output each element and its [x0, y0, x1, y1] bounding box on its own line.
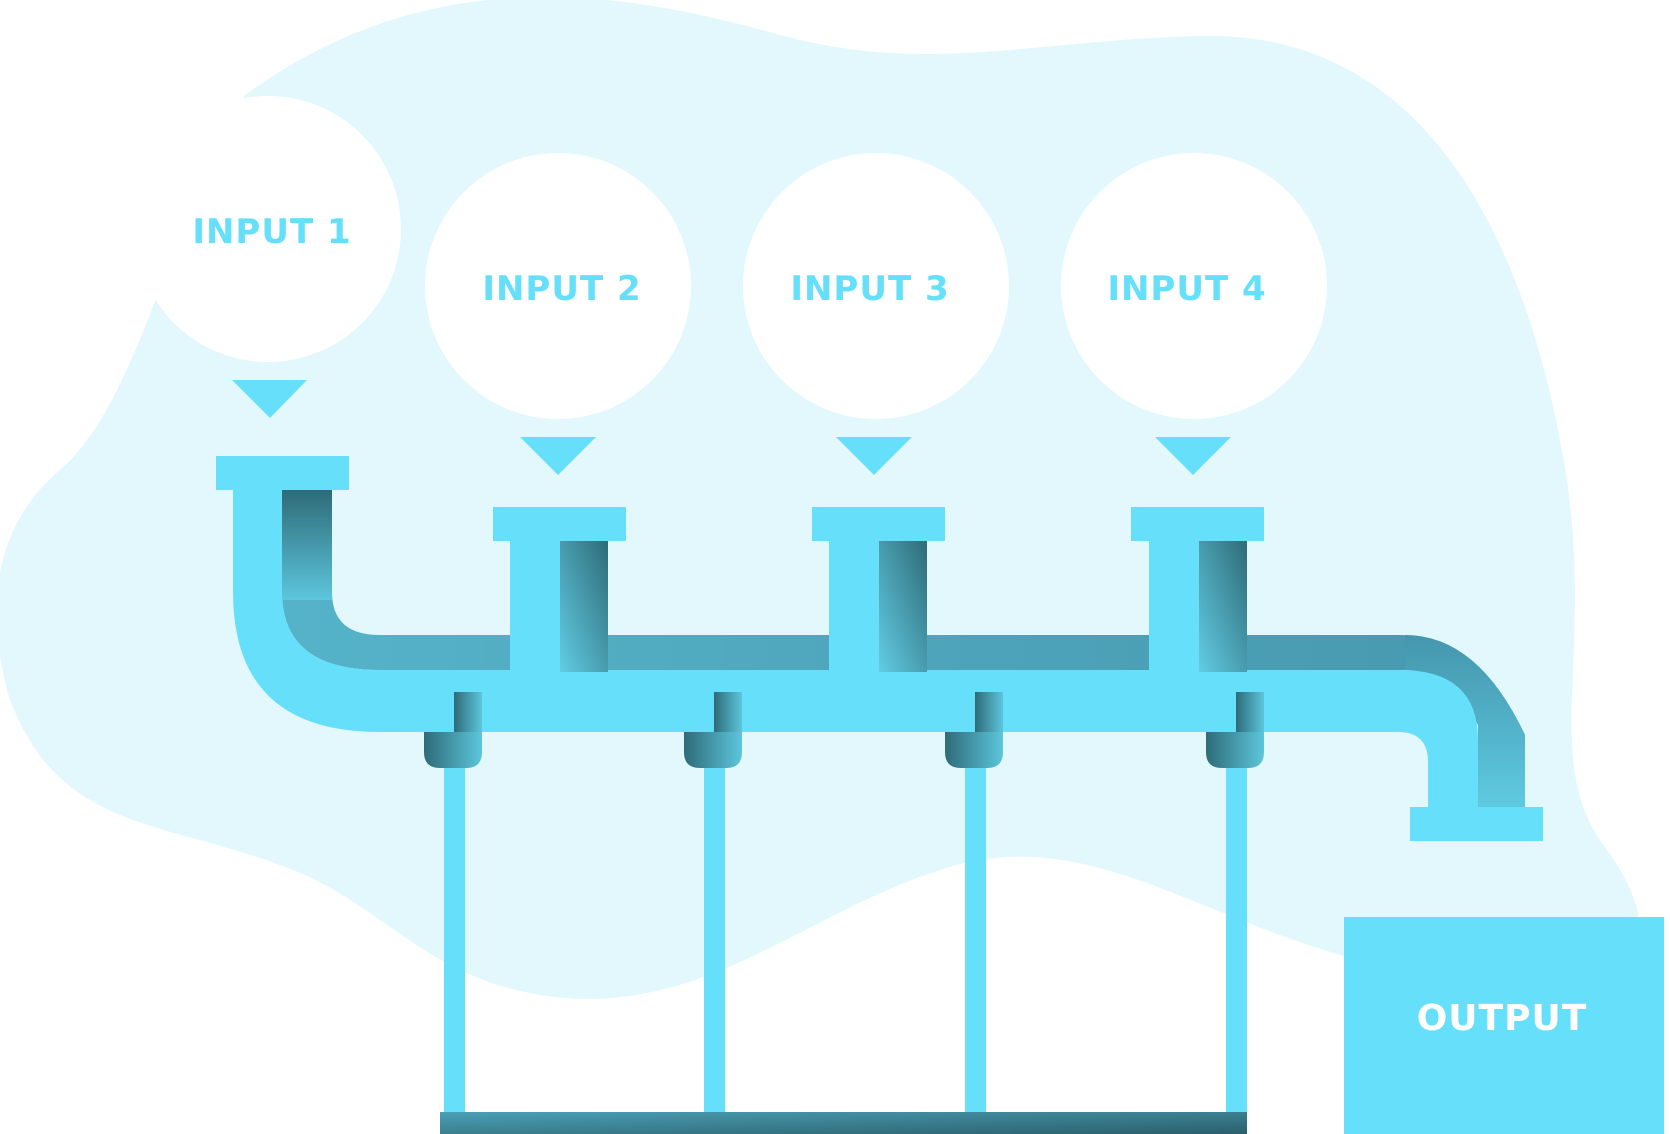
- input-2-arrow-icon: [520, 437, 596, 475]
- support-leg-2: [704, 768, 725, 1113]
- input-2-label: INPUT 2: [482, 269, 641, 309]
- support-leg-4: [1226, 768, 1247, 1113]
- input-4-label: INPUT 4: [1107, 269, 1266, 309]
- output-label: OUTPUT: [1417, 998, 1588, 1039]
- input-3-bubble: [743, 153, 1009, 419]
- input-1-bubble: [135, 96, 401, 362]
- support-leg-3: [965, 768, 986, 1113]
- input-4-tee: [1131, 507, 1264, 672]
- support-connector-2: [684, 692, 742, 768]
- input-2-tee: [493, 507, 626, 672]
- input-4-bubble: [1061, 153, 1327, 419]
- input-1-flange: [216, 456, 349, 490]
- output-elbow-shade: [1405, 635, 1525, 810]
- input-2-bubble: [425, 153, 691, 419]
- input-1-arrow-icon: [232, 380, 307, 418]
- support-connector-1: [424, 692, 482, 768]
- input-3-arrow-icon: [836, 437, 912, 475]
- input-1-label: INPUT 1: [192, 212, 351, 252]
- support-connector-3: [945, 692, 1003, 768]
- support-connector-4: [1206, 692, 1264, 768]
- base-bar: [440, 1112, 1247, 1134]
- output-flange: [1410, 807, 1543, 841]
- input-1-pipe-shadow: [282, 490, 332, 600]
- input-3-label: INPUT 3: [790, 269, 949, 309]
- output-box: [1344, 917, 1664, 1134]
- support-leg-1: [444, 768, 465, 1113]
- input-3-tee: [812, 507, 945, 672]
- input-4-arrow-icon: [1155, 437, 1231, 475]
- front-pipe: [233, 490, 1478, 810]
